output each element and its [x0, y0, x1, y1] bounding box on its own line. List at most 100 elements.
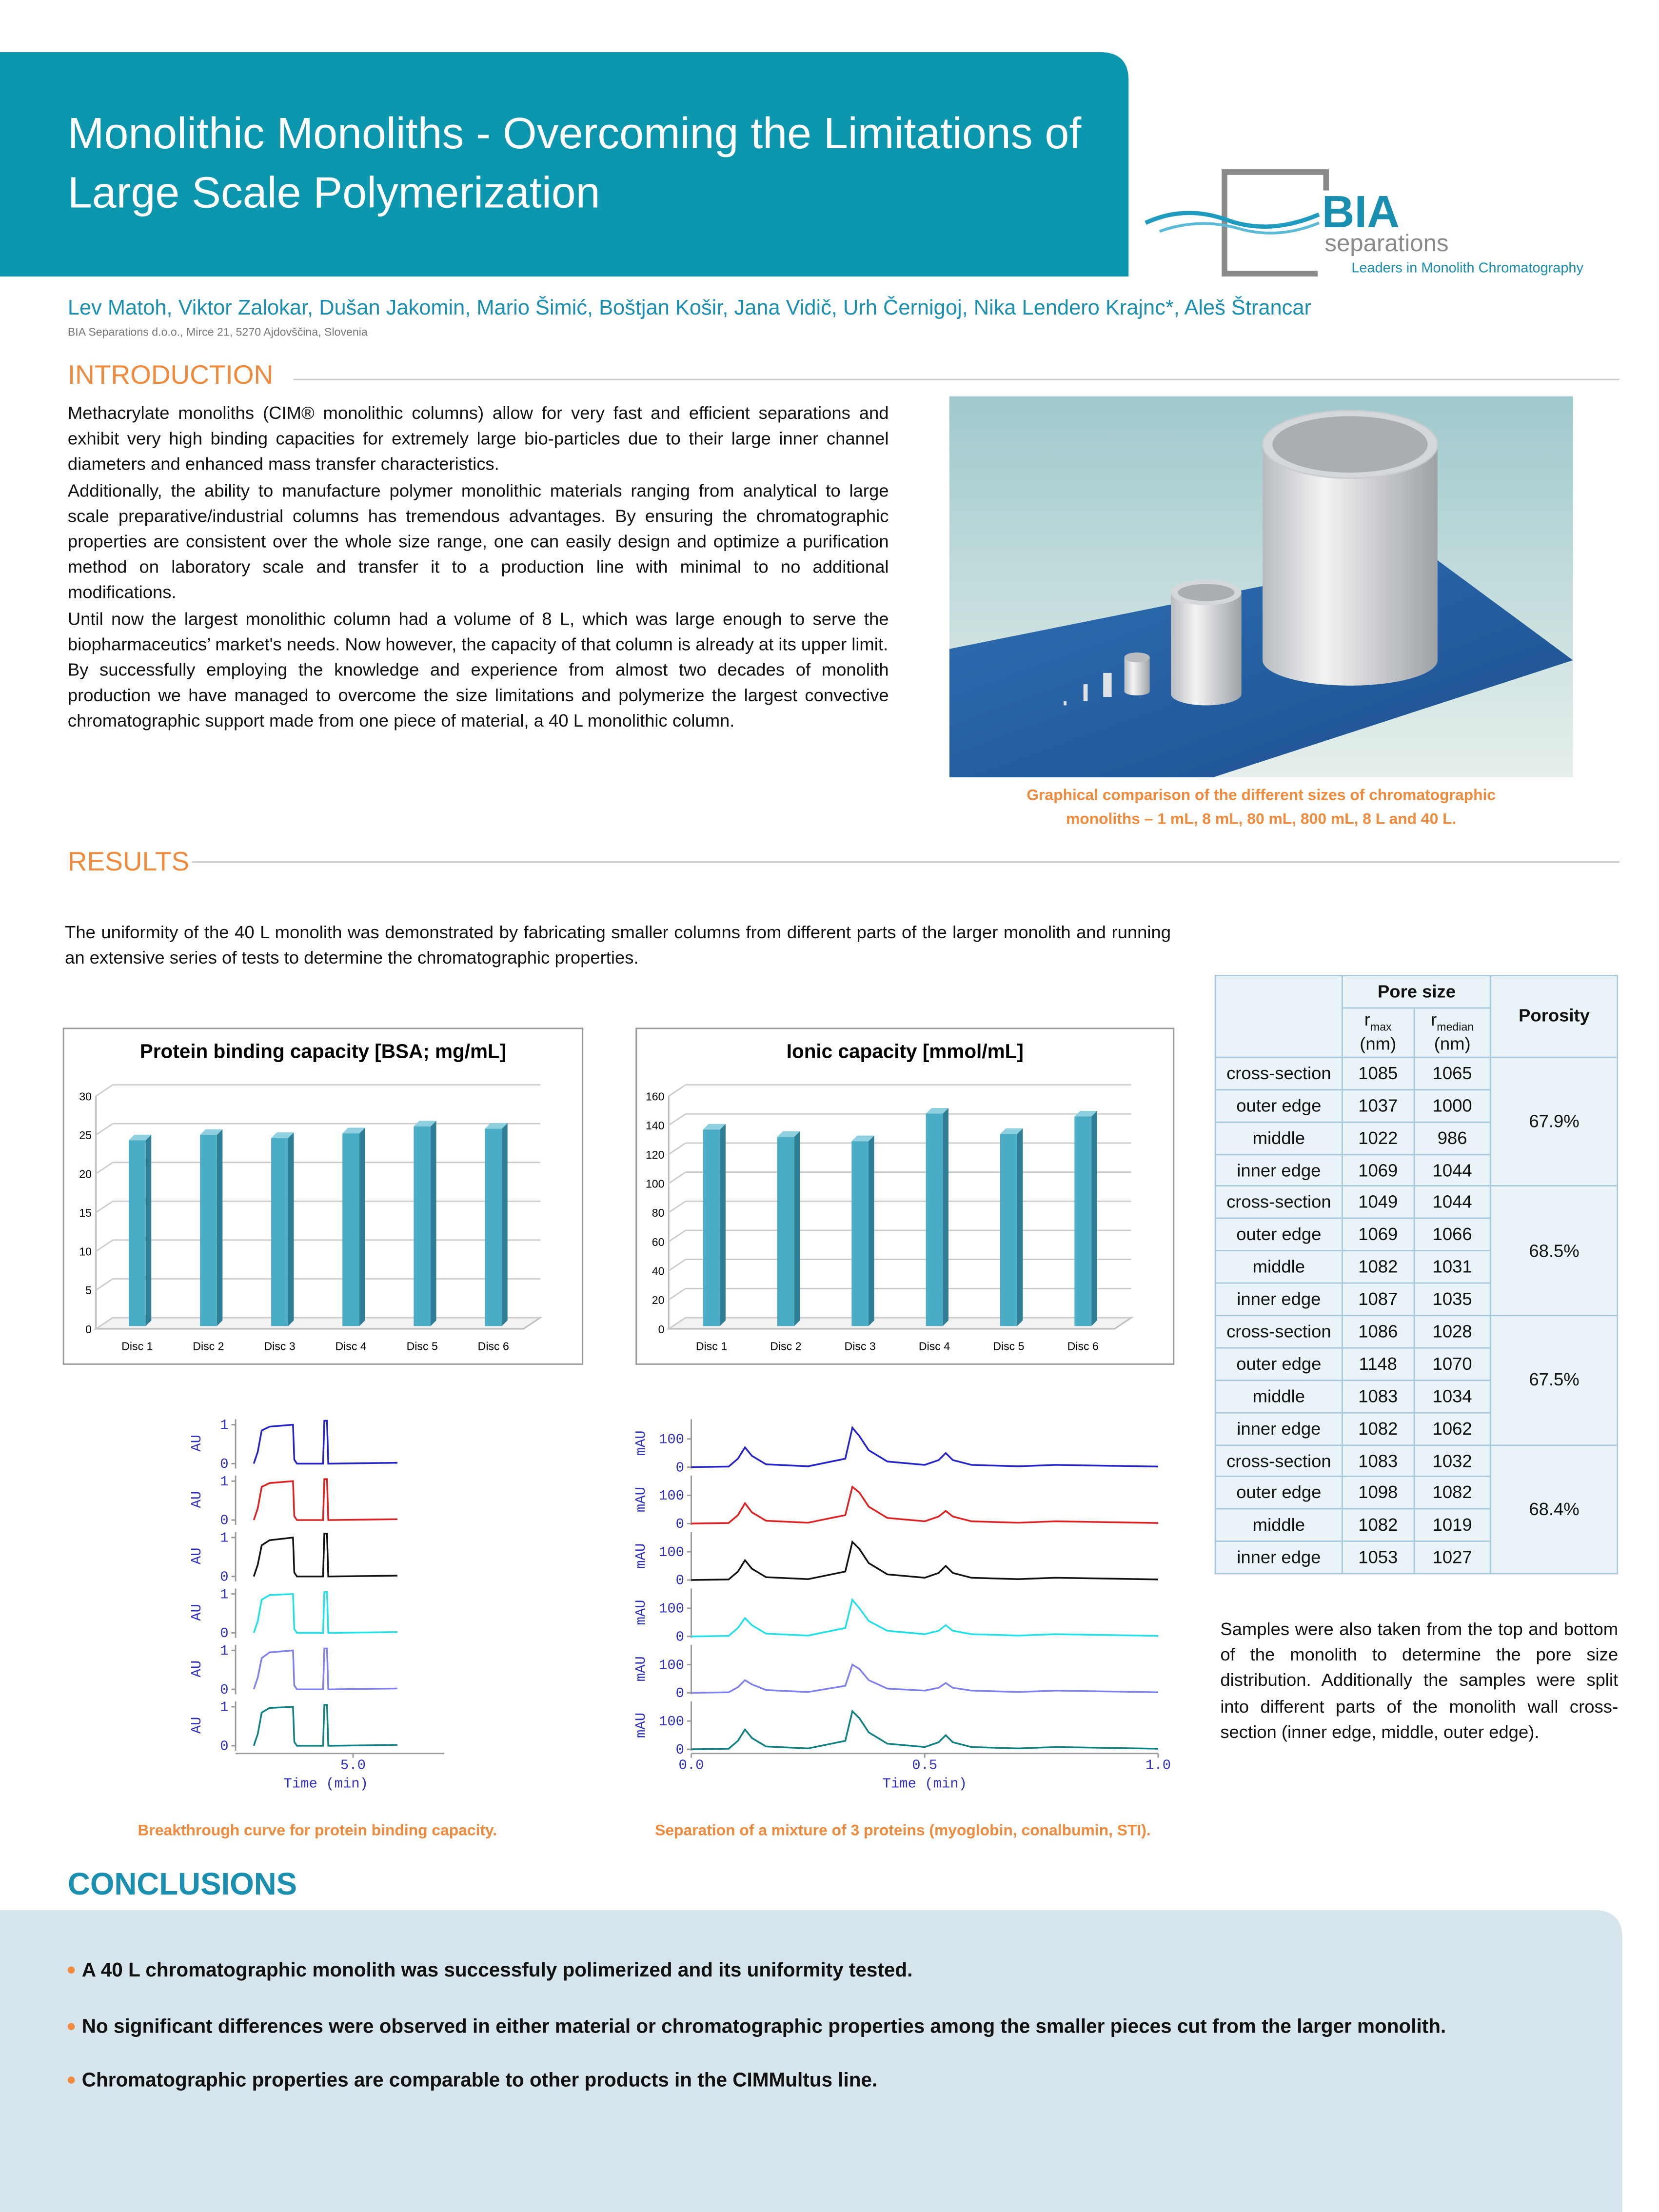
- grid-line: [668, 1288, 686, 1301]
- x-tick-label: 0.0: [678, 1758, 704, 1774]
- x-tick-label: 0.5: [912, 1758, 937, 1774]
- y-axis-label: mAU: [633, 1430, 649, 1456]
- table: Pore size Porosity rmax (nm) rmedian (nm) cros…: [1214, 974, 1619, 1575]
- y-axis-label: mAU: [633, 1487, 649, 1512]
- y-tick-label: 0: [676, 1685, 684, 1701]
- cell: middle: [1214, 1250, 1343, 1284]
- y-tick-label: 1: [220, 1530, 228, 1546]
- cell: 1044: [1413, 1185, 1492, 1220]
- section-heading: CONCLUSIONS: [67, 1866, 297, 1902]
- cell: 1019: [1413, 1508, 1492, 1542]
- y-tick-label: 100: [659, 1431, 684, 1447]
- porosity-cell: 68.5%: [1490, 1185, 1619, 1317]
- figure-caption: Graphical comparison of the different si…: [1027, 787, 1496, 829]
- row: middle 1022 986: [1214, 1121, 1617, 1155]
- cell: 1062: [1413, 1411, 1492, 1445]
- subscript: median: [1437, 1020, 1474, 1033]
- cell: cross-section: [1214, 1056, 1343, 1090]
- cell: outer edge: [1214, 1476, 1343, 1510]
- floor: [666, 1317, 1134, 1330]
- logo-name: BIA: [1322, 186, 1400, 237]
- y-tick-label: 100: [659, 1601, 684, 1617]
- y-tick-label: 1: [220, 1643, 228, 1659]
- logo-wave: [1145, 211, 1320, 229]
- header-cell: rmax (nm): [1342, 1007, 1415, 1058]
- paragraph: Additionally, the ability to manufacture…: [67, 480, 889, 603]
- results-text: The uniformity of the 40 L monolith was …: [65, 922, 1171, 968]
- bar-top: [703, 1124, 726, 1130]
- grid-line: [668, 1142, 686, 1155]
- bar: [414, 1126, 431, 1326]
- bar-side: [720, 1124, 726, 1326]
- cell: inner edge: [1214, 1153, 1343, 1187]
- cell: 1049: [1342, 1185, 1415, 1220]
- cylinder: [1064, 701, 1066, 706]
- grid-line: [95, 1201, 114, 1213]
- logo-sub: separations: [1324, 230, 1448, 257]
- bar-side: [145, 1134, 152, 1326]
- line: [253, 1591, 397, 1634]
- cell: 1082: [1413, 1476, 1492, 1510]
- line: [691, 1709, 1159, 1750]
- cell: 1022: [1342, 1121, 1415, 1155]
- y-tick-label: 0: [220, 1738, 228, 1755]
- cylinder-top: [1124, 652, 1150, 663]
- header-cell: [1214, 974, 1343, 1058]
- x-tick-label: Disc 1: [696, 1340, 727, 1352]
- bar: [485, 1128, 502, 1326]
- x-tick-label: Disc 6: [1067, 1340, 1099, 1352]
- x-tick-label: Disc 1: [121, 1340, 153, 1352]
- line: [253, 1704, 397, 1747]
- y-tick-label: 0: [220, 1456, 228, 1472]
- row: cross-section 1086 1028 67.5%: [1214, 1315, 1619, 1445]
- y-tick-label: 100: [646, 1177, 665, 1190]
- grid-line: [95, 1084, 114, 1097]
- bullet-dot: [67, 1966, 75, 1974]
- y-axis-label: mAU: [633, 1543, 649, 1569]
- bar-top: [1074, 1110, 1097, 1117]
- row: outer edge 1098 1082: [1214, 1476, 1617, 1510]
- logo-wave: [1159, 221, 1320, 235]
- bullet-dot: [67, 2023, 75, 2030]
- logo-tagline: Leaders in Monolith Chromatography: [1351, 260, 1583, 276]
- side-text: Samples were also taken from the top and…: [1220, 1620, 1619, 1742]
- cylinder: [1103, 672, 1112, 697]
- y-tick-label: 0: [85, 1323, 92, 1336]
- cell: 1086: [1342, 1315, 1415, 1349]
- bar: [271, 1138, 288, 1326]
- y-tick-label: 15: [79, 1206, 92, 1219]
- cell: cross-section: [1214, 1185, 1343, 1220]
- cylinder: [1263, 444, 1438, 686]
- y-axis-label: mAU: [633, 1713, 649, 1738]
- x-tick-label: Disc 2: [193, 1340, 224, 1352]
- bar-side: [943, 1107, 948, 1326]
- paragraph: Methacrylate monoliths (CIM® monolithic …: [67, 403, 889, 475]
- y-axis-label: AU: [189, 1435, 205, 1452]
- row: outer edge 1037 1000: [1214, 1088, 1617, 1123]
- grid-line: [95, 1239, 114, 1252]
- y-tick-label: 160: [646, 1090, 665, 1103]
- x-tick-label: Disc 3: [264, 1340, 295, 1352]
- bullet-text: No significant differences were observed…: [81, 2014, 1446, 2037]
- row: outer edge 1069 1066: [1214, 1218, 1617, 1252]
- bar: [1074, 1116, 1092, 1326]
- y-tick-label: 5: [85, 1284, 92, 1297]
- bar-side: [794, 1131, 800, 1326]
- cell: 1027: [1413, 1540, 1492, 1575]
- row: middle 1082 1019: [1214, 1508, 1617, 1542]
- grid-line: [668, 1113, 686, 1126]
- x-tick-label: Disc 5: [407, 1340, 438, 1352]
- cell: outer edge: [1214, 1218, 1343, 1252]
- cell: 1070: [1413, 1347, 1492, 1381]
- cell: 1082: [1342, 1250, 1415, 1284]
- floor: [93, 1317, 543, 1330]
- bar-side: [1017, 1128, 1023, 1326]
- y-axis-label: AU: [189, 1660, 205, 1678]
- bar-top: [128, 1134, 152, 1141]
- row: inner edge 1053 1027: [1214, 1540, 1617, 1575]
- x-tick-label: Disc 4: [335, 1340, 366, 1352]
- row: inner edge 1082 1062: [1214, 1411, 1617, 1445]
